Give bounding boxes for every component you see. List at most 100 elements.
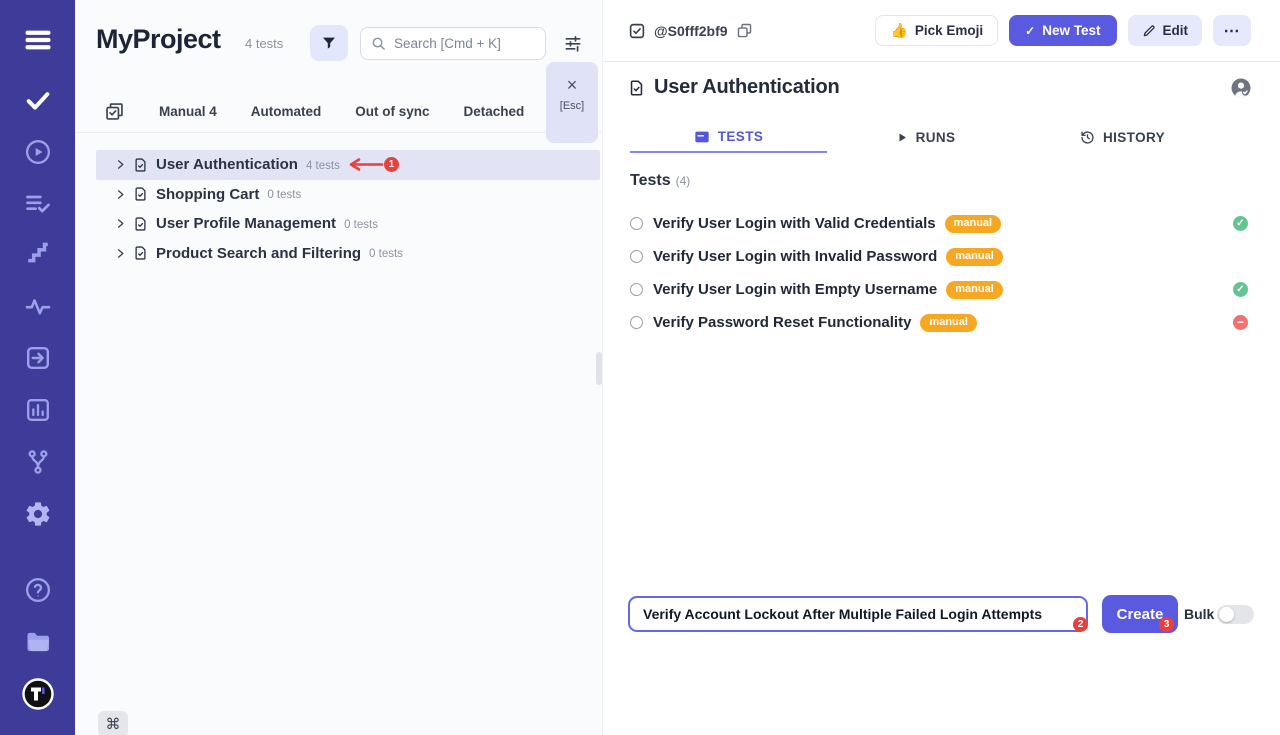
- assignee-avatar[interactable]: [1231, 78, 1251, 98]
- new-test-title-input[interactable]: [628, 596, 1088, 632]
- suite-tree: User Authentication 4 tests 1 Shopping C…: [75, 150, 603, 268]
- tab-out-of-sync[interactable]: Out of sync: [355, 103, 430, 119]
- tab-automated[interactable]: Automated: [250, 103, 322, 119]
- annotation-arrow-icon: [346, 158, 384, 172]
- filter-button[interactable]: [310, 25, 348, 61]
- close-icon[interactable]: ×: [566, 75, 578, 95]
- suite-count: 0 tests: [369, 248, 403, 261]
- bulk-toggle[interactable]: [1217, 605, 1254, 624]
- tests-section-label: Tests: [630, 172, 671, 189]
- suite-filter-tabs: Manual 4 Automated Out of sync Detached: [75, 90, 603, 133]
- app-logo[interactable]: [0, 678, 75, 710]
- tests-section-count: (4): [675, 174, 691, 188]
- test-status-circle-icon[interactable]: [630, 283, 643, 296]
- search-icon: [371, 36, 386, 51]
- analytics-icon[interactable]: [0, 396, 75, 424]
- test-status-circle-icon[interactable]: [630, 217, 643, 230]
- check-icon[interactable]: [0, 86, 75, 114]
- tab-manual[interactable]: Manual 4: [159, 103, 217, 119]
- tree-item-user-authentication[interactable]: User Authentication 4 tests 1: [96, 150, 600, 180]
- manual-badge: manual: [946, 247, 1003, 266]
- suite-detail-panel: @S0fff2bf9 👍 Pick Emoji ✓ New Test: [603, 0, 1280, 735]
- tree-item-product-search-and-filtering[interactable]: Product Search and Filtering 0 tests: [96, 239, 600, 269]
- test-row[interactable]: Verify User Login with Valid Credentials…: [630, 207, 1250, 240]
- pick-emoji-button[interactable]: 👍 Pick Emoji: [875, 15, 999, 46]
- run-status-icon: [1233, 216, 1248, 231]
- steps-icon[interactable]: [0, 240, 75, 266]
- suite-label: User Authentication: [156, 156, 298, 174]
- tab-detached[interactable]: Detached: [463, 103, 525, 119]
- test-list-icon[interactable]: [0, 190, 75, 218]
- scrollbar-thumb[interactable]: [596, 352, 602, 385]
- branch-icon[interactable]: [0, 448, 75, 476]
- import-icon[interactable]: [0, 344, 75, 372]
- edit-label: Edit: [1162, 23, 1189, 38]
- suite-id-label: @S0fff2bf9: [654, 22, 728, 39]
- bulk-label: Bulk: [1184, 606, 1215, 622]
- pulse-icon[interactable]: [0, 292, 75, 320]
- test-list: Verify User Login with Valid Credentials…: [630, 207, 1250, 339]
- suite-ref: @S0fff2bf9: [628, 22, 753, 40]
- suite-doc-icon: [133, 245, 148, 261]
- suites-panel: MyProject 4 tests × [Esc] Manual 4 Auto: [75, 0, 603, 735]
- test-row[interactable]: Verify Password Reset Functionality manu…: [630, 306, 1250, 339]
- create-test-row: 2 Create 3 Bulk: [628, 595, 1258, 636]
- edit-button[interactable]: Edit: [1127, 15, 1202, 46]
- create-button[interactable]: Create: [1102, 595, 1178, 633]
- suite-topbar: @S0fff2bf9 👍 Pick Emoji ✓ New Test: [603, 0, 1280, 62]
- tab-history[interactable]: HISTORY: [1024, 122, 1221, 153]
- suite-label: Shopping Cart: [156, 185, 260, 203]
- suite-count: 4 tests: [305, 159, 340, 172]
- check-icon: ✓: [1025, 23, 1036, 38]
- suite-doc-icon: [628, 79, 645, 97]
- test-title: Verify User Login with Invalid Password: [653, 248, 938, 265]
- run-status-icon: [1233, 282, 1248, 297]
- suite-doc-icon: [133, 216, 148, 232]
- copy-icon[interactable]: [736, 22, 753, 39]
- test-status-circle-icon[interactable]: [630, 316, 643, 329]
- suite-count: 0 tests: [344, 218, 378, 231]
- chevron-right-icon[interactable]: [115, 189, 126, 200]
- annotation-step-badge: 1: [383, 157, 399, 173]
- new-test-button[interactable]: ✓ New Test: [1009, 15, 1117, 46]
- test-row[interactable]: Verify User Login with Empty Username ma…: [630, 273, 1250, 306]
- suite-doc-icon: [133, 157, 148, 173]
- chevron-right-icon[interactable]: [115, 159, 126, 170]
- chevron-right-icon[interactable]: [115, 248, 126, 259]
- ellipsis-icon: ⋯: [1223, 22, 1241, 40]
- tab-tests-label: TESTS: [717, 129, 764, 144]
- new-test-label: New Test: [1042, 23, 1101, 38]
- tab-runs[interactable]: RUNS: [827, 122, 1024, 153]
- settings-gear-icon[interactable]: [0, 500, 75, 528]
- page-title: User Authentication: [654, 76, 840, 98]
- suite-count: 0 tests: [267, 189, 302, 202]
- tree-item-shopping-cart[interactable]: Shopping Cart 0 tests: [96, 180, 600, 210]
- menu-icon[interactable]: [0, 25, 75, 55]
- help-icon[interactable]: [0, 576, 75, 604]
- test-status-circle-icon[interactable]: [630, 250, 643, 263]
- toggle-knob: [1219, 607, 1234, 622]
- search-input[interactable]: [394, 36, 534, 51]
- suite-label: User Profile Management: [156, 215, 337, 233]
- more-options-button[interactable]: ⋯: [1213, 15, 1251, 46]
- batch-select-icon[interactable]: [104, 101, 125, 122]
- test-title: Verify User Login with Valid Credentials: [653, 215, 936, 232]
- projects-folder-icon[interactable]: [0, 628, 75, 656]
- play-circle-icon[interactable]: [0, 138, 75, 166]
- play-icon: [896, 131, 908, 144]
- thumbs-up-icon: 👍: [890, 22, 908, 38]
- project-title: MyProject: [96, 24, 221, 54]
- view-settings-icon[interactable]: [563, 33, 583, 58]
- pencil-icon: [1142, 24, 1156, 38]
- chevron-right-icon[interactable]: [115, 218, 126, 229]
- checkbox-check-icon: [628, 22, 646, 40]
- tree-item-user-profile-management[interactable]: User Profile Management 0 tests: [96, 209, 600, 239]
- history-clock-icon: [1080, 130, 1095, 145]
- tab-tests[interactable]: TESTS: [630, 122, 827, 153]
- icon-rail: [0, 0, 75, 735]
- cmd-shortcut-button[interactable]: ⌘: [98, 711, 128, 735]
- test-row[interactable]: Verify User Login with Invalid Password …: [630, 240, 1250, 273]
- tests-section-title: Tests (4): [630, 172, 690, 190]
- detail-tabs: TESTS RUNS HISTORY: [630, 122, 1222, 153]
- test-title: Verify User Login with Empty Username: [653, 281, 938, 298]
